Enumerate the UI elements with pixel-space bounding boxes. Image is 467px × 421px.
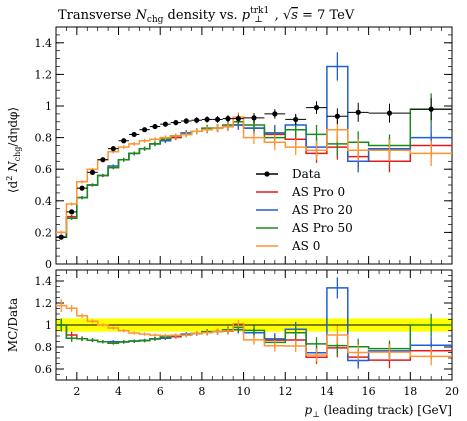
ratio-y-tick-label: 1 xyxy=(45,319,52,332)
data-point xyxy=(121,138,127,144)
data-point xyxy=(272,111,278,117)
x-tick-label: 6 xyxy=(157,385,164,398)
ratio-y-ticks: 0.6 0.8 1 1.2 1.4 xyxy=(35,269,452,381)
main-series-group xyxy=(56,52,452,239)
data-point xyxy=(110,146,116,152)
legend-label: AS Pro 50 xyxy=(291,221,353,235)
main-y-ticks: 0 0.2 0.4 0.6 0.8 1 1.2 1.4 xyxy=(35,26,452,271)
data-point xyxy=(293,116,299,123)
x-tick-label: 18 xyxy=(403,385,417,398)
x-tick-label: 12 xyxy=(278,385,292,398)
ratio-x-ticks: 2 4 6 8 10 12 14 16 18 20 xyxy=(55,270,459,398)
data-point xyxy=(428,106,434,112)
data-point xyxy=(235,116,241,122)
x-axis-title: p⊥ (leading track) [GeV] xyxy=(305,403,452,419)
legend: Data AS Pro 0 AS Pro 20 AS Pro 50 AS 0 xyxy=(256,167,353,253)
data-point xyxy=(89,169,96,175)
main-y-tick-label: 1.4 xyxy=(35,37,53,50)
ratio-y-tick-label: 0.6 xyxy=(35,363,53,376)
data-point xyxy=(58,234,64,240)
legend-label: Data xyxy=(292,167,321,181)
data-points-group xyxy=(56,98,452,240)
data-point xyxy=(214,116,221,123)
legend-marker xyxy=(264,171,270,177)
main-y-tick-label: 0.4 xyxy=(35,195,53,208)
ratio-y-tick-label: 1.4 xyxy=(35,275,53,288)
chart-title: Transverse Nchg density vs. ptrk1 ⊥, √s =… xyxy=(58,6,355,25)
main-y-tick-label: 1.2 xyxy=(35,68,53,81)
ratio-series-group xyxy=(56,277,452,369)
x-tick-label: 10 xyxy=(237,385,251,398)
data-point xyxy=(251,115,257,121)
ratio-y-axis-title: MC/Data xyxy=(6,298,20,352)
data-point xyxy=(141,127,148,133)
x-tick-label: 20 xyxy=(445,385,459,398)
data-point xyxy=(334,113,340,119)
x-tick-label: 4 xyxy=(115,385,122,398)
data-point xyxy=(79,185,85,191)
ratio-series-line-3 xyxy=(56,304,452,358)
y-axis-title: ⟨d2 Nchg/dηdφ⟩ xyxy=(5,107,22,193)
data-point xyxy=(355,109,361,115)
ratio-plot-panel: 0.6 0.8 1 1.2 1.4 2 4 6 8 10 12 14 16 18 20 xyxy=(35,269,459,398)
data-point xyxy=(204,116,210,123)
data-point xyxy=(162,121,169,127)
main-plot-panel: 0 0.2 0.4 0.6 0.8 1 1.2 1.4 xyxy=(35,26,453,271)
x-tick-label: 2 xyxy=(73,385,80,398)
main-y-tick-label: 1 xyxy=(45,100,52,113)
data-point xyxy=(225,116,231,122)
data-point xyxy=(386,110,393,116)
data-point xyxy=(69,209,75,215)
legend-label: AS Pro 0 xyxy=(291,185,345,199)
data-point xyxy=(152,123,158,130)
main-y-tick-label: 0.8 xyxy=(35,132,53,145)
x-tick-label: 14 xyxy=(320,385,334,398)
main-y-tick-label: 0.2 xyxy=(35,226,53,239)
legend-label: AS 0 xyxy=(291,239,320,253)
data-point xyxy=(131,131,137,138)
data-point xyxy=(313,104,320,111)
main-y-tick-label: 0 xyxy=(45,258,52,271)
data-point xyxy=(194,117,200,123)
ratio-y-tick-label: 0.8 xyxy=(35,341,53,354)
legend-label: AS Pro 20 xyxy=(291,203,353,217)
data-point xyxy=(183,118,189,124)
main-x-ticks xyxy=(55,27,453,264)
data-point xyxy=(173,119,179,126)
x-tick-label: 16 xyxy=(362,385,376,398)
main-y-tick-label: 0.6 xyxy=(35,163,53,176)
data-point xyxy=(100,157,106,163)
ratio-y-tick-label: 1.2 xyxy=(35,297,53,310)
x-tick-label: 8 xyxy=(198,385,205,398)
